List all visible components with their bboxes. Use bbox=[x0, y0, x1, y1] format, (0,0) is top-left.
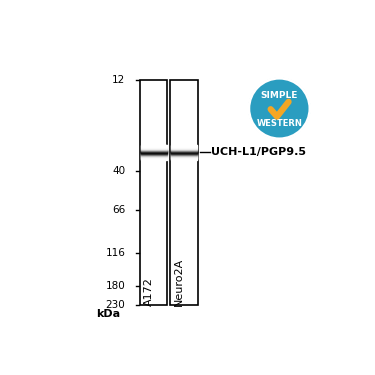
Bar bbox=[141, 149, 166, 150]
Text: 116: 116 bbox=[105, 248, 125, 258]
Bar bbox=[141, 155, 166, 156]
Text: A172: A172 bbox=[144, 278, 154, 306]
Bar bbox=[171, 149, 197, 150]
Bar bbox=[171, 147, 197, 148]
Bar bbox=[141, 153, 166, 154]
Text: 66: 66 bbox=[112, 205, 125, 214]
Text: SIMPLE: SIMPLE bbox=[261, 91, 298, 100]
Text: 230: 230 bbox=[106, 300, 125, 310]
Bar bbox=[171, 151, 197, 152]
Bar bbox=[141, 154, 166, 155]
Bar bbox=[171, 145, 197, 146]
Bar bbox=[171, 150, 197, 151]
Bar bbox=[170, 80, 198, 305]
Bar bbox=[140, 80, 168, 305]
Bar bbox=[171, 152, 197, 153]
Bar bbox=[141, 153, 166, 154]
Bar bbox=[171, 153, 197, 154]
Bar bbox=[171, 148, 197, 149]
Bar bbox=[141, 151, 166, 152]
Bar bbox=[141, 156, 166, 157]
Bar bbox=[141, 158, 166, 159]
Bar bbox=[171, 158, 197, 159]
Bar bbox=[171, 155, 197, 156]
Text: kDa: kDa bbox=[96, 309, 120, 318]
Text: 12: 12 bbox=[112, 75, 125, 85]
Bar bbox=[171, 157, 197, 158]
Text: 180: 180 bbox=[106, 281, 125, 291]
Bar bbox=[171, 150, 197, 151]
Text: WESTERN: WESTERN bbox=[256, 119, 302, 128]
Bar bbox=[141, 152, 166, 153]
Bar bbox=[171, 147, 197, 148]
Bar bbox=[141, 157, 166, 158]
Bar bbox=[141, 145, 166, 146]
Bar bbox=[141, 148, 166, 149]
Bar bbox=[171, 156, 197, 157]
Bar bbox=[171, 153, 197, 154]
Text: Neuro2A: Neuro2A bbox=[174, 258, 184, 306]
Text: 40: 40 bbox=[112, 166, 125, 177]
Bar bbox=[171, 146, 197, 147]
Bar bbox=[141, 150, 166, 151]
Text: UCH-L1/PGP9.5: UCH-L1/PGP9.5 bbox=[211, 147, 306, 157]
Circle shape bbox=[249, 78, 310, 139]
Bar bbox=[141, 147, 166, 148]
Bar bbox=[171, 144, 197, 145]
Bar bbox=[171, 154, 197, 155]
Bar bbox=[141, 146, 166, 147]
Bar bbox=[141, 147, 166, 148]
Bar bbox=[141, 144, 166, 145]
Bar bbox=[141, 150, 166, 151]
